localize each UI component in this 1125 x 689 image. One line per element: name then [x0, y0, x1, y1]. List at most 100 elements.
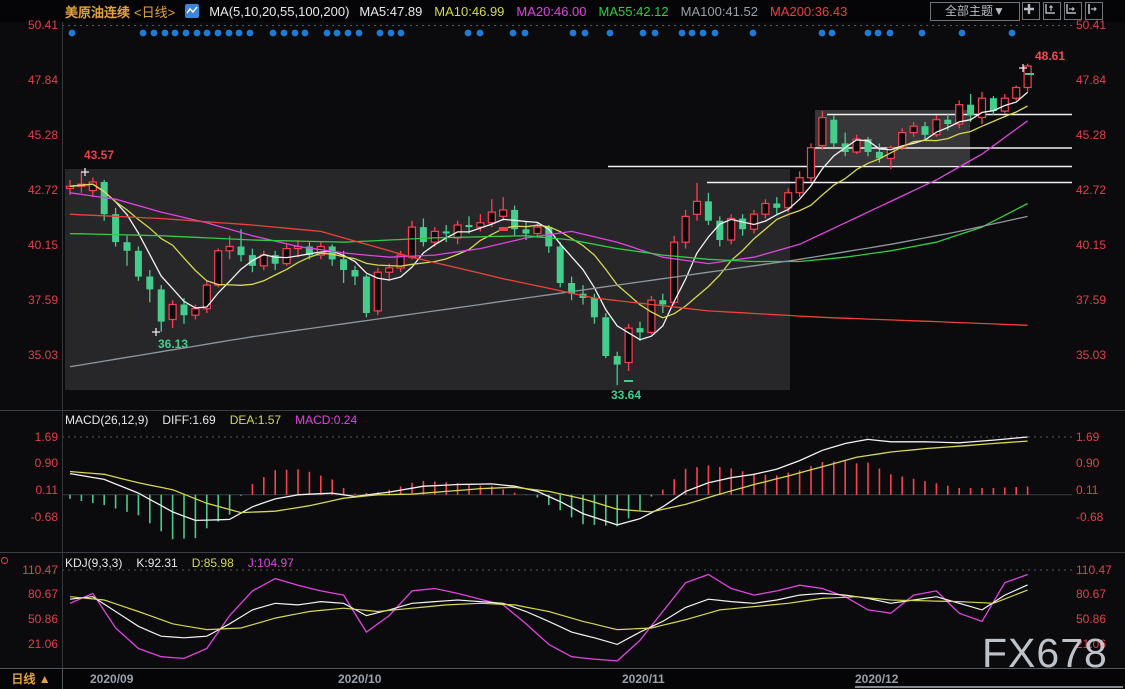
highlight-box — [65, 169, 790, 390]
event-dot[interactable] — [246, 29, 254, 37]
event-dot[interactable] — [476, 29, 484, 37]
top-bar: 美原油连续 <日线> MA(5,10,20,55,100,200) MA5:47… — [0, 0, 1125, 22]
event-dot[interactable] — [569, 29, 577, 37]
event-dot[interactable] — [749, 29, 757, 37]
axis-zoom-out-icon[interactable] — [1064, 2, 1082, 20]
axis-label: 50.86 — [1076, 612, 1107, 626]
event-dot[interactable] — [301, 29, 309, 37]
ma-line — [69, 91, 1029, 341]
axis-label: 40.15 — [1076, 238, 1107, 252]
event-dot[interactable] — [193, 29, 201, 37]
event-dot[interactable] — [225, 29, 233, 37]
event-dot[interactable] — [150, 29, 158, 37]
candle-body-down — [590, 298, 598, 318]
event-dot[interactable] — [958, 29, 966, 37]
event-dot[interactable] — [323, 29, 331, 37]
candle-body-down — [944, 119, 952, 124]
event-dot[interactable] — [68, 29, 76, 37]
candle-body-up — [795, 177, 804, 194]
ma-legend: MA5:47.89 MA10:46.99 MA20:46.00 MA55:42.12 M… — [359, 4, 847, 19]
flag-marker[interactable] — [499, 227, 508, 231]
event-dot[interactable] — [886, 29, 894, 37]
candle-body-up — [499, 209, 508, 217]
event-dot[interactable] — [606, 29, 614, 37]
period-selector[interactable]: 日线 ▲ — [0, 669, 63, 689]
event-dot[interactable] — [699, 29, 707, 37]
candle-body-up — [168, 303, 177, 321]
candle-body-up — [784, 192, 793, 209]
event-dot[interactable] — [874, 29, 882, 37]
event-dot[interactable] — [678, 29, 686, 37]
macd-params[interactable]: MACD(26,12,9) — [65, 413, 149, 427]
event-dot[interactable] — [171, 29, 179, 37]
candle-body-up — [647, 299, 656, 334]
event-dot[interactable] — [203, 29, 211, 37]
axis-label: 1.69 — [34, 430, 58, 444]
event-dot[interactable] — [139, 29, 147, 37]
candle-body-down — [146, 276, 154, 290]
axis-label: 80.67 — [27, 587, 58, 601]
mini-chart-icon[interactable] — [185, 4, 200, 18]
event-dot[interactable] — [651, 29, 659, 37]
event-dot[interactable] — [864, 29, 872, 37]
candle-body-down — [613, 356, 621, 365]
event-dot[interactable] — [581, 29, 589, 37]
event-dot[interactable] — [161, 29, 169, 37]
candle-body-up — [430, 230, 439, 243]
event-dot[interactable] — [291, 29, 299, 37]
event-dot[interactable] — [711, 29, 719, 37]
event-dot[interactable] — [818, 29, 826, 37]
event-dot[interactable] — [344, 29, 352, 37]
candle-body-down — [123, 242, 131, 251]
date-label: 2020/10 — [338, 672, 382, 686]
kdj-panel-marker-icon[interactable] — [1, 557, 8, 564]
event-dot[interactable] — [1008, 29, 1016, 37]
macd-macd-value: MACD:0.24 — [295, 413, 358, 427]
event-dot[interactable] — [355, 29, 363, 37]
candle-body-up — [749, 213, 759, 230]
scrollbar-thumb[interactable] — [855, 686, 1123, 688]
event-dot[interactable] — [182, 29, 190, 37]
candle-body-down — [739, 218, 747, 230]
theme-dropdown[interactable]: 全部主题▼ — [930, 2, 1020, 21]
event-dot[interactable] — [918, 29, 926, 37]
symbol-title: 美原油连续 — [65, 4, 131, 20]
candle-body-down — [864, 139, 872, 152]
event-dot[interactable] — [521, 29, 529, 37]
ma-legend-item: MA20:46.00 — [516, 3, 587, 19]
ma-line — [69, 105, 1028, 319]
kdj-params[interactable]: KDJ(9,3,3) — [65, 556, 123, 570]
event-dot[interactable] — [269, 29, 277, 37]
shift-right-icon[interactable] — [1085, 2, 1103, 20]
event-dot[interactable] — [397, 29, 405, 37]
macd-diff-value: DIFF:1.69 — [162, 413, 216, 427]
axis-label: 80.67 — [1076, 587, 1107, 601]
event-dot[interactable] — [639, 29, 647, 37]
crosshair-icon[interactable] — [1022, 2, 1040, 20]
macd-dea-value: DEA:1.57 — [229, 413, 282, 427]
candle-body-up — [385, 267, 394, 273]
kdj-j-value: J:104.97 — [247, 556, 294, 570]
candle-body-down — [522, 229, 530, 234]
axis-zoom-in-icon[interactable] — [1043, 2, 1061, 20]
ma-settings-label[interactable]: MA(5,10,20,55,100,200) — [209, 3, 350, 19]
candle-body-down — [351, 270, 359, 277]
axis-label: 0.11 — [1076, 483, 1099, 497]
event-dot[interactable] — [376, 29, 384, 37]
event-dot[interactable] — [464, 29, 472, 37]
ma-legend-item: MA10:46.99 — [434, 3, 505, 19]
event-dot[interactable] — [828, 29, 836, 37]
candle-body-down — [704, 201, 712, 221]
candle-body-down — [134, 250, 142, 277]
event-dot[interactable] — [387, 29, 395, 37]
candle-body-up — [761, 202, 770, 215]
candle-body-up — [909, 125, 918, 134]
event-dot[interactable] — [214, 29, 222, 37]
event-dot[interactable] — [333, 29, 341, 37]
candle-body-down — [602, 317, 610, 356]
event-dot[interactable] — [509, 29, 517, 37]
event-dot[interactable] — [235, 29, 243, 37]
event-dot[interactable] — [688, 29, 696, 37]
event-dot[interactable] — [280, 29, 288, 37]
